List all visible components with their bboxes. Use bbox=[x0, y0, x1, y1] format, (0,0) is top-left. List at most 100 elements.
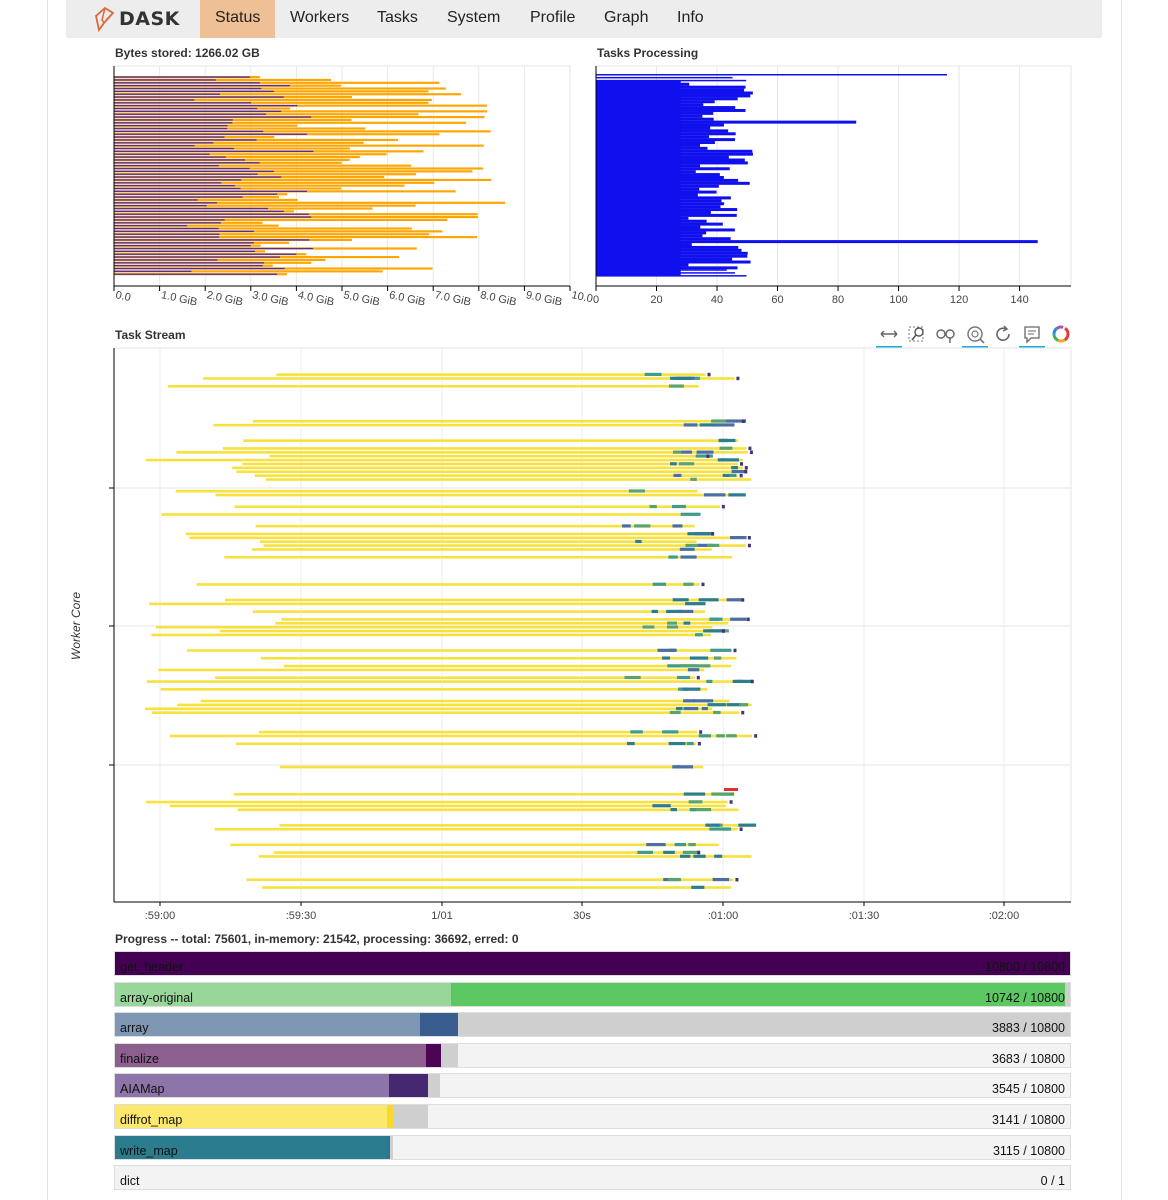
tab-profile[interactable]: Profile bbox=[530, 9, 576, 26]
stream-task-dot bbox=[733, 648, 737, 653]
progress-task-count: 3683 / 10800 bbox=[992, 1051, 1065, 1066]
stream-task-small bbox=[709, 617, 723, 621]
pan-arrows-icon bbox=[880, 330, 898, 338]
stream-task-small bbox=[719, 446, 733, 450]
progress-task-name: finalize bbox=[120, 1051, 159, 1066]
bytes-bar-memory bbox=[114, 159, 245, 161]
pan-tool-button[interactable] bbox=[876, 322, 902, 348]
progress-row-dict[interactable]: dict 0 / 1 bbox=[114, 1165, 1071, 1191]
task-stream-chart[interactable]: :59:00:59:30 1/01 30s:01:00:01:30:02:00 bbox=[109, 347, 1072, 928]
hover-tool-button[interactable] bbox=[1019, 322, 1045, 348]
progress-task-count: 10800 / 10800 bbox=[985, 960, 1065, 974]
stream-task-bar bbox=[275, 622, 729, 625]
dask-logo[interactable]: DASK bbox=[93, 6, 180, 33]
stream-task-dot bbox=[748, 446, 752, 451]
tasks-processing-chart[interactable]: 0 20 40 60 80 100 120 140 bbox=[593, 65, 1072, 311]
stream-task-small bbox=[670, 376, 691, 380]
progress-row-diffrot-map[interactable]: diffrot_map 3141 / 10800 bbox=[114, 1104, 1071, 1129]
stream-task-small bbox=[717, 458, 740, 462]
progress-row-aiamap[interactable]: AIAMap 3545 / 10800 bbox=[114, 1073, 1071, 1099]
progress-task-name: array bbox=[120, 1021, 149, 1036]
stream-task-dot bbox=[754, 734, 758, 738]
tab-system[interactable]: System bbox=[447, 9, 501, 26]
proc-tick-label: 140 bbox=[1010, 294, 1028, 306]
bytes-bar-memory bbox=[114, 139, 257, 141]
stream-task-dot bbox=[744, 469, 748, 474]
stream-task-bar bbox=[258, 855, 752, 858]
bytes-bar-memory bbox=[114, 245, 251, 247]
stream-task-small bbox=[716, 734, 725, 738]
bytes-stored-chart[interactable]: 0.0 1.0 GiB 2.0 GiB 3.0 GiB 4.0 GiB 5.0 GiB 6.… bbox=[113, 65, 594, 316]
proc-tick-label: 20 bbox=[650, 294, 662, 306]
bytes-bar-total bbox=[114, 218, 448, 222]
stream-task-small bbox=[687, 668, 700, 672]
bytes-bar-memory bbox=[114, 242, 254, 244]
stream-task-bar bbox=[224, 598, 740, 602]
tab-graph[interactable]: Graph bbox=[604, 9, 649, 26]
wheel-zoom-tool-button[interactable] bbox=[932, 322, 958, 346]
progress-task-count: 3141 / 10800 bbox=[992, 1113, 1065, 1127]
stream-task-bar bbox=[213, 423, 729, 427]
bytes-bar-memory bbox=[114, 262, 265, 264]
bokeh-logo-button[interactable] bbox=[1048, 322, 1074, 346]
stream-task-bar bbox=[167, 384, 699, 388]
stream-task-small bbox=[669, 648, 676, 652]
stream-task-small bbox=[657, 648, 677, 652]
stream-task-bar bbox=[158, 668, 705, 672]
stream-task-small bbox=[707, 543, 720, 547]
bytes-tick-label: 4.0 GiB bbox=[297, 289, 335, 308]
bytes-bar-total bbox=[114, 224, 279, 227]
box-zoom-tool-button[interactable] bbox=[904, 322, 930, 346]
progress-row-get-header[interactable]: get_header 10800 / 10800 bbox=[114, 951, 1071, 976]
stream-task-small bbox=[666, 625, 679, 629]
tab-info[interactable]: Info bbox=[677, 9, 704, 26]
proc-tick-label: 100 bbox=[889, 294, 907, 306]
stream-task-bar bbox=[215, 676, 695, 679]
stream-task-bar bbox=[186, 649, 732, 652]
stream-task-dot bbox=[735, 877, 739, 882]
bytes-bar-memory bbox=[114, 127, 228, 130]
bytes-bar-memory bbox=[114, 270, 192, 273]
stream-task-small bbox=[728, 493, 746, 497]
wheel-zoom-active-tool-button[interactable] bbox=[962, 322, 988, 348]
progress-row-finalize[interactable]: finalize 3683 / 10800 bbox=[114, 1042, 1071, 1068]
stream-task-small bbox=[622, 524, 631, 528]
stream-task-small bbox=[672, 524, 683, 528]
tab-tasks[interactable]: Tasks bbox=[377, 9, 418, 26]
stream-task-small bbox=[651, 609, 659, 614]
bytes-bar-memory bbox=[114, 102, 251, 104]
bytes-bar-memory bbox=[114, 239, 310, 241]
reset-tool-button[interactable] bbox=[990, 322, 1016, 346]
bytes-tick-label: 10.0 bbox=[570, 289, 593, 305]
stream-task-small bbox=[713, 656, 722, 660]
bytes-bar-memory bbox=[114, 105, 298, 107]
stream-task-small bbox=[685, 543, 701, 547]
wheel-zoom-active-icon bbox=[967, 326, 985, 344]
stream-tick-label: :59:30 bbox=[286, 910, 317, 922]
bytes-bar-memory bbox=[114, 190, 308, 193]
stream-task-bar bbox=[255, 524, 695, 528]
progress-row-array[interactable]: array 3883 / 10800 bbox=[114, 1012, 1071, 1038]
tab-status[interactable]: Status bbox=[200, 0, 276, 38]
stream-task-small bbox=[644, 372, 662, 377]
bytes-bar-memory bbox=[114, 193, 278, 195]
tasks-processing-title: Tasks Processing bbox=[597, 46, 699, 60]
progress-row-write-map[interactable]: write_map 3115 / 10800 bbox=[114, 1134, 1071, 1160]
stream-task-small bbox=[688, 800, 703, 804]
stream-task-small bbox=[685, 602, 706, 606]
bytes-bar-memory bbox=[114, 230, 254, 233]
bytes-bar-total bbox=[114, 81, 440, 84]
stream-task-small bbox=[689, 808, 697, 812]
progress-row-array-original[interactable]: array-original 10742 / 10800 bbox=[114, 981, 1071, 1007]
stream-task-small bbox=[634, 524, 651, 528]
stream-task-bar bbox=[260, 540, 697, 543]
tab-workers[interactable]: Workers bbox=[290, 9, 350, 26]
stream-task-small bbox=[697, 543, 713, 547]
progress-task-count: 10742 / 10800 bbox=[985, 990, 1065, 1005]
progress-done-fill bbox=[115, 952, 1070, 975]
proc-tick-label: 40 bbox=[711, 294, 723, 306]
stream-task-small bbox=[683, 621, 691, 625]
task-stream-title: Task Stream bbox=[115, 328, 186, 342]
stream-task-dot bbox=[729, 800, 733, 804]
stream-task-small bbox=[680, 854, 691, 858]
